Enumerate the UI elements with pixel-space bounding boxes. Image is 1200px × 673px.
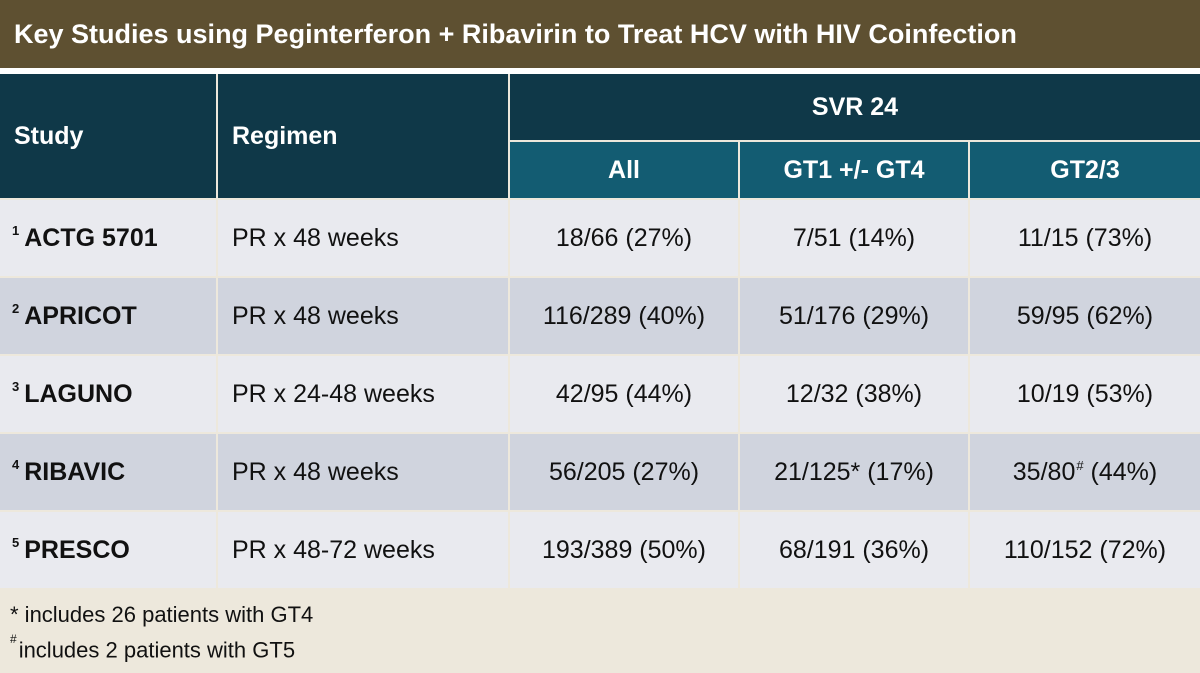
- table-cell-regimen: PR x 48 weeks: [218, 278, 508, 354]
- table-cell-regimen: PR x 48 weeks: [218, 200, 508, 276]
- study-name: APRICOT: [24, 301, 137, 330]
- table-cell-all: 56/205 (27%): [510, 434, 738, 510]
- table-cell-all: 18/66 (27%): [510, 200, 738, 276]
- table-cell-all: 42/95 (44%): [510, 356, 738, 432]
- gt1-value: 21/125: [774, 457, 851, 486]
- footnote-mark: #: [10, 632, 17, 646]
- gt1-percent: (17%): [860, 457, 934, 486]
- table-cell-gt1: 7/51 (14%): [740, 200, 968, 276]
- footnote-text: includes 2 patients with GT5: [18, 637, 296, 663]
- table-cell-regimen: PR x 48-72 weeks: [218, 512, 508, 588]
- reference-number: 1: [12, 222, 20, 238]
- footnote-mark: #: [1076, 457, 1084, 473]
- footnote-1: * includes 26 patients with GT4: [10, 600, 313, 630]
- table-row-study: 2 APRICOT: [0, 278, 216, 354]
- table-cell-gt23: 11/15 (73%): [970, 200, 1200, 276]
- header-study: Study: [0, 74, 216, 198]
- table-row-study: 4 RIBAVIC: [0, 434, 216, 510]
- title-divider: [0, 68, 1200, 74]
- table-row-study: 1 ACTG 5701: [0, 200, 216, 276]
- table-cell-gt1: 12/32 (38%): [740, 356, 968, 432]
- header-regimen: Regimen: [218, 74, 508, 198]
- table-cell-gt1: 68/191 (36%): [740, 512, 968, 588]
- footnote-text: includes 26 patients with GT4: [18, 602, 314, 627]
- study-name: PRESCO: [24, 535, 130, 564]
- table-cell-gt1: 51/176 (29%): [740, 278, 968, 354]
- table-cell-all: 116/289 (40%): [510, 278, 738, 354]
- table-cell-regimen: PR x 48 weeks: [218, 434, 508, 510]
- study-name: ACTG 5701: [24, 223, 158, 252]
- table-cell-gt23: 59/95 (62%): [970, 278, 1200, 354]
- footnote-mark: *: [10, 602, 19, 627]
- slide-title: Key Studies using Peginterferon + Ribavi…: [0, 0, 1200, 68]
- table-cell-gt23: 110/152 (72%): [970, 512, 1200, 588]
- table-cell-gt23: 35/80 # (44%): [970, 434, 1200, 510]
- table-cell-gt23: 10/19 (53%): [970, 356, 1200, 432]
- header-gt1: GT1 +/- GT4: [740, 142, 968, 198]
- reference-number: 3: [12, 378, 20, 394]
- table-row-study: 5 PRESCO: [0, 512, 216, 588]
- gt23-value: 35/80: [1012, 457, 1076, 486]
- reference-number: 4: [12, 456, 20, 472]
- header-all: All: [510, 142, 738, 198]
- header-svr24: SVR 24: [510, 74, 1200, 140]
- gt23-percent: (44%): [1083, 457, 1158, 486]
- table-cell-regimen: PR x 24-48 weeks: [218, 356, 508, 432]
- footnotes: * includes 26 patients with GT4 #include…: [10, 600, 313, 665]
- footnote-2: #includes 2 patients with GT5: [10, 630, 313, 665]
- reference-number: 2: [12, 300, 20, 316]
- header-gt23: GT2/3: [970, 142, 1200, 198]
- table-cell-gt1: 21/125 * (17%): [740, 434, 968, 510]
- reference-number: 5: [12, 534, 20, 550]
- table-cell-all: 193/389 (50%): [510, 512, 738, 588]
- table-row-study: 3 LAGUNO: [0, 356, 216, 432]
- footnote-mark: *: [850, 457, 861, 486]
- study-name: LAGUNO: [24, 379, 133, 408]
- study-name: RIBAVIC: [24, 457, 126, 486]
